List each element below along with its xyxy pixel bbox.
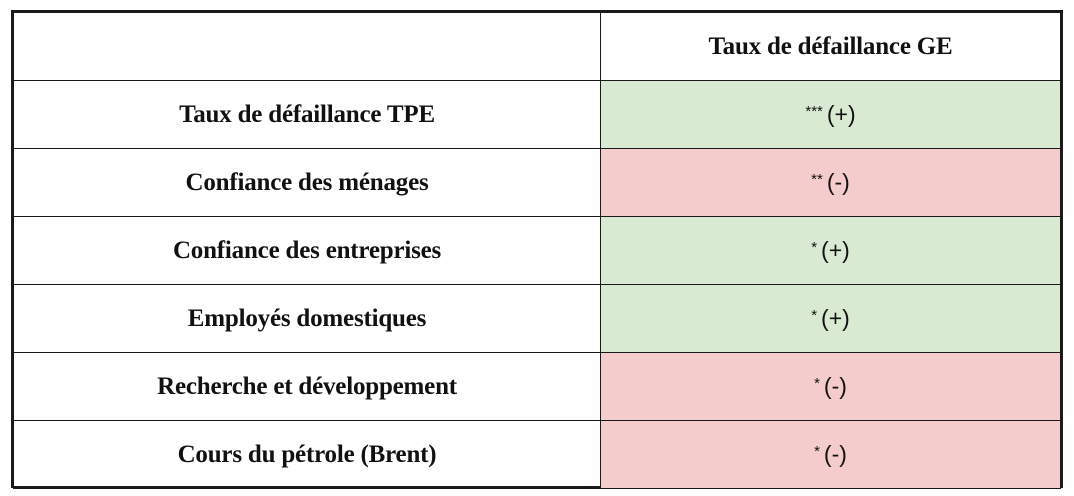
significance-stars: * bbox=[811, 307, 818, 324]
row-label: Confiance des entreprises bbox=[13, 216, 601, 285]
value-cell: * (-) bbox=[600, 420, 1061, 489]
effect-sign: (-) bbox=[823, 441, 847, 467]
significance-stars: * bbox=[814, 375, 820, 392]
value-cell: * (-) bbox=[600, 352, 1061, 421]
effect-sign: (+) bbox=[826, 101, 856, 127]
value-cell: ** (-) bbox=[600, 148, 1061, 217]
row-label: Recherche et développement bbox=[13, 352, 601, 421]
row-label: Cours du pétrole (Brent) bbox=[13, 420, 601, 489]
row-label: Employés domestiques bbox=[13, 284, 601, 353]
results-table: Taux de défaillance GE Taux de défaillan… bbox=[13, 12, 1061, 489]
table-row: Cours du pétrole (Brent) * (-) bbox=[13, 420, 1061, 489]
significance-stars: * bbox=[811, 239, 818, 256]
table-row: Recherche et développement * (-) bbox=[13, 352, 1061, 421]
table-header-row: Taux de défaillance GE bbox=[13, 12, 1061, 81]
value-cell: *** (+) bbox=[600, 80, 1061, 149]
value-cell: * (+) bbox=[600, 216, 1061, 285]
effect-sign: (-) bbox=[823, 373, 847, 399]
table-row: Confiance des ménages ** (-) bbox=[13, 148, 1061, 217]
effect-sign: (+) bbox=[821, 237, 850, 263]
row-label: Taux de défaillance TPE bbox=[13, 80, 601, 149]
significance-stars: ** bbox=[811, 171, 823, 188]
row-label: Confiance des ménages bbox=[13, 148, 601, 217]
significance-stars: * bbox=[814, 443, 820, 460]
table-row: Taux de défaillance TPE *** (+) bbox=[13, 80, 1061, 149]
effect-sign: (+) bbox=[821, 305, 850, 331]
table-row: Employés domestiques * (+) bbox=[13, 284, 1061, 353]
significance-stars: *** bbox=[805, 103, 823, 120]
table-corner-cell bbox=[13, 12, 601, 81]
column-header-ge-failure-rate: Taux de défaillance GE bbox=[600, 12, 1061, 81]
results-table-container: Taux de défaillance GE Taux de défaillan… bbox=[11, 10, 1063, 489]
table-row: Confiance des entreprises * (+) bbox=[13, 216, 1061, 285]
value-cell: * (+) bbox=[600, 284, 1061, 353]
effect-sign: (-) bbox=[826, 169, 850, 195]
